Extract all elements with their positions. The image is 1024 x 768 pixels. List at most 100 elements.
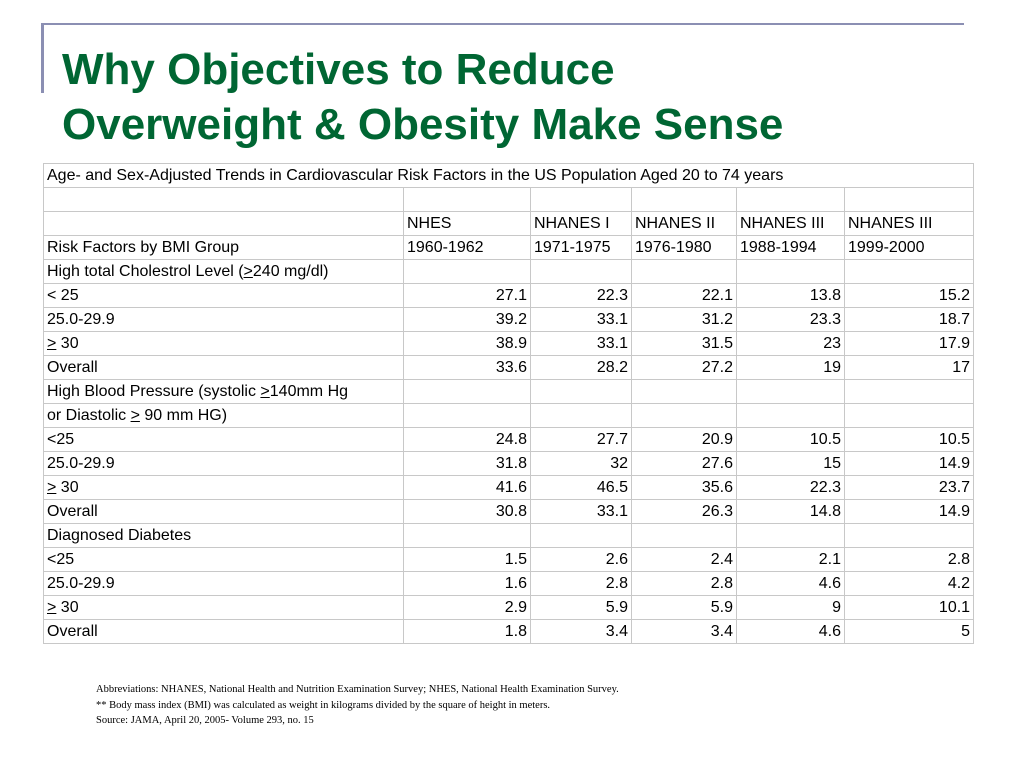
table-cell: 33.1 bbox=[530, 307, 632, 332]
table-cell: 27.6 bbox=[631, 451, 737, 476]
table-row: 25.0-29.9 1.6 2.8 2.8 4.6 4.2 bbox=[43, 571, 975, 596]
table-cell: 30.8 bbox=[403, 499, 531, 524]
table-cell: 3.4 bbox=[631, 619, 737, 644]
table-cell: 22.1 bbox=[631, 283, 737, 308]
table-cell: 46.5 bbox=[530, 475, 632, 500]
table-cell: 27.7 bbox=[530, 427, 632, 452]
year-header: 1960-1962 bbox=[403, 235, 531, 260]
table-cell: 17.9 bbox=[843, 331, 975, 356]
table-cell: 3.4 bbox=[530, 619, 632, 644]
table-row: Overall 33.6 28.2 27.2 19 17 bbox=[43, 355, 975, 380]
table-cell: 23.7 bbox=[843, 475, 975, 500]
row-label: Overall bbox=[43, 355, 404, 380]
table-row-blank bbox=[43, 187, 975, 212]
table-cell: 5 bbox=[843, 619, 975, 644]
table-row: > 30 2.9 5.9 5.9 9 10.1 bbox=[43, 595, 975, 620]
section-heading-blood-pressure-continued: or Diastolic > 90 mm HG) bbox=[43, 403, 404, 428]
year-header: 1971-1975 bbox=[530, 235, 632, 260]
row-label: > 30 bbox=[43, 475, 404, 500]
risk-factor-table: Age- and Sex-Adjusted Trends in Cardiova… bbox=[42, 163, 975, 644]
table-cell: 1.8 bbox=[403, 619, 531, 644]
column-header: NHANES III bbox=[843, 211, 975, 236]
table-cell: 33.1 bbox=[530, 331, 632, 356]
footnote-source: Source: JAMA, April 20, 2005- Volume 293… bbox=[96, 715, 314, 726]
row-header-label: Risk Factors by BMI Group bbox=[43, 235, 404, 260]
table-row: 25.0-29.9 39.2 33.1 31.2 23.3 18.7 bbox=[43, 307, 975, 332]
table-cell: 1.5 bbox=[403, 547, 531, 572]
table-cell: 23.3 bbox=[736, 307, 845, 332]
table-cell: 5.9 bbox=[631, 595, 737, 620]
slide-accent-horizontal-line bbox=[41, 23, 964, 25]
table-row: < 25 27.1 22.3 22.1 13.8 15.2 bbox=[43, 283, 975, 308]
table-cell: 5.9 bbox=[530, 595, 632, 620]
table-row: > 30 41.6 46.5 35.6 22.3 23.7 bbox=[43, 475, 975, 500]
table-cell: 39.2 bbox=[403, 307, 531, 332]
table-cell: 33.1 bbox=[530, 499, 632, 524]
table-cell: 9 bbox=[736, 595, 845, 620]
greater-equal-symbol: > bbox=[47, 599, 57, 616]
table-row-section-heading: High total Cholestrol Level (>240 mg/dl) bbox=[43, 259, 975, 284]
table-cell: 15 bbox=[736, 451, 845, 476]
table-row-years: Risk Factors by BMI Group 1960-1962 1971… bbox=[43, 235, 975, 260]
row-label: > 30 bbox=[43, 595, 404, 620]
table-cell: 2.6 bbox=[530, 547, 632, 572]
table-cell: 38.9 bbox=[403, 331, 531, 356]
greater-equal-symbol: > bbox=[47, 335, 57, 352]
table-cell: 2.8 bbox=[530, 571, 632, 596]
table-cell: 35.6 bbox=[631, 475, 737, 500]
table-cell: 41.6 bbox=[403, 475, 531, 500]
table-row: <25 1.5 2.6 2.4 2.1 2.8 bbox=[43, 547, 975, 572]
year-header: 1988-1994 bbox=[736, 235, 845, 260]
table-row-section-heading: Diagnosed Diabetes bbox=[43, 523, 975, 548]
table-cell: 4.6 bbox=[736, 571, 845, 596]
column-header: NHES bbox=[403, 211, 531, 236]
table-cell: 4.2 bbox=[843, 571, 975, 596]
row-label: < 25 bbox=[43, 283, 404, 308]
table-cell: 18.7 bbox=[843, 307, 975, 332]
table-row: Overall 30.8 33.1 26.3 14.8 14.9 bbox=[43, 499, 975, 524]
row-label: <25 bbox=[43, 547, 404, 572]
table-cell: 17 bbox=[843, 355, 975, 380]
table-cell: 2.8 bbox=[843, 547, 975, 572]
row-label: <25 bbox=[43, 427, 404, 452]
table-cell: 2.1 bbox=[736, 547, 845, 572]
section-heading-diabetes: Diagnosed Diabetes bbox=[43, 523, 404, 548]
table-row-section-heading: High Blood Pressure (systolic >140mm Hg bbox=[43, 379, 975, 404]
table-row: 25.0-29.9 31.8 32 27.6 15 14.9 bbox=[43, 451, 975, 476]
table-row-caption: Age- and Sex-Adjusted Trends in Cardiova… bbox=[42, 163, 975, 188]
table-cell: 15.2 bbox=[843, 283, 975, 308]
table-row-survey-headers: NHES NHANES I NHANES II NHANES III NHANE… bbox=[43, 211, 975, 236]
footnote-bmi: ** Body mass index (BMI) was calculated … bbox=[96, 699, 551, 711]
slide-accent-vertical-line bbox=[41, 23, 44, 93]
table-cell: 14.9 bbox=[843, 451, 975, 476]
row-label: 25.0-29.9 bbox=[43, 451, 404, 476]
row-label: > 30 bbox=[43, 331, 404, 356]
table-cell: 31.5 bbox=[631, 331, 737, 356]
table-cell: 14.8 bbox=[736, 499, 845, 524]
table-cell: 32 bbox=[530, 451, 632, 476]
table-cell: 22.3 bbox=[530, 283, 632, 308]
column-header: NHANES III bbox=[736, 211, 845, 236]
table-cell: 20.9 bbox=[631, 427, 737, 452]
table-row: > 30 38.9 33.1 31.5 23 17.9 bbox=[43, 331, 975, 356]
section-heading-blood-pressure: High Blood Pressure (systolic >140mm Hg bbox=[43, 379, 404, 404]
footnote-abbreviations: Abbreviations: NHANES, National Health a… bbox=[96, 684, 619, 695]
table-cell: 13.8 bbox=[736, 283, 845, 308]
table-cell: 2.8 bbox=[631, 571, 737, 596]
table-cell: 10.1 bbox=[843, 595, 975, 620]
row-label: Overall bbox=[43, 619, 404, 644]
section-heading-cholesterol: High total Cholestrol Level (>240 mg/dl) bbox=[43, 259, 404, 284]
column-header: NHANES I bbox=[530, 211, 632, 236]
row-label: 25.0-29.9 bbox=[43, 307, 404, 332]
table-cell: 28.2 bbox=[530, 355, 632, 380]
table-row: <25 24.8 27.7 20.9 10.5 10.5 bbox=[43, 427, 975, 452]
slide-title-line-1: Why Objectives to Reduce bbox=[62, 45, 615, 94]
year-header: 1976-1980 bbox=[631, 235, 737, 260]
table-cell: 4.6 bbox=[736, 619, 845, 644]
table-cell: 10.5 bbox=[736, 427, 845, 452]
table-row: Overall 1.8 3.4 3.4 4.6 5 bbox=[43, 619, 975, 644]
table-cell: 2.4 bbox=[631, 547, 737, 572]
table-cell: 26.3 bbox=[631, 499, 737, 524]
row-label: Overall bbox=[43, 499, 404, 524]
table-cell: 31.8 bbox=[403, 451, 531, 476]
